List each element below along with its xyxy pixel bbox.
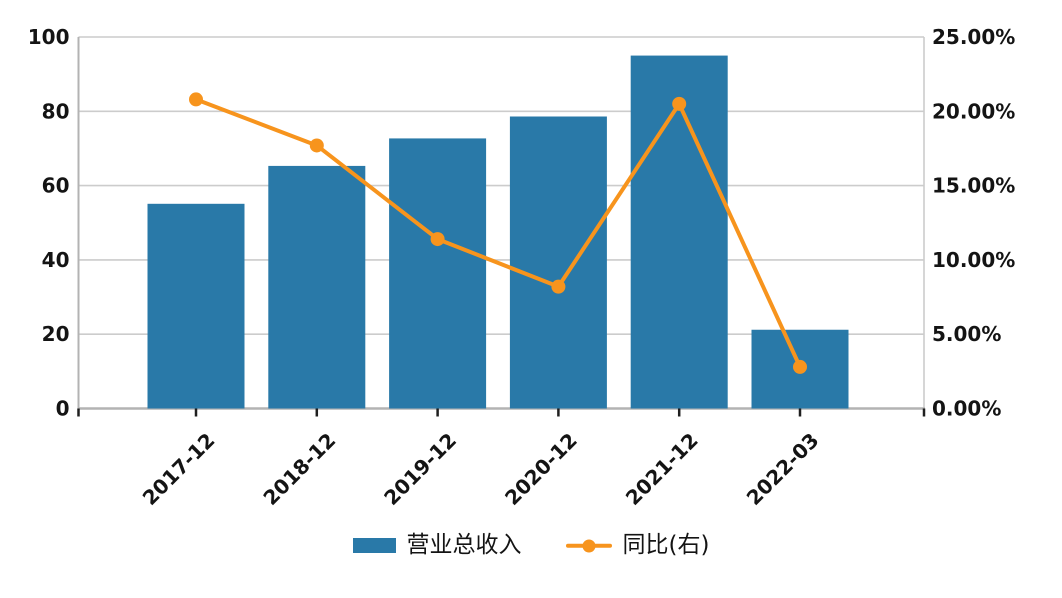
yoy-data-point[interactable] xyxy=(430,232,445,247)
x-axis-labels: 2017-12 2018-12 2019-12 2020-12 2021-12 2022-… xyxy=(138,428,824,510)
yoy-line-marker-icon xyxy=(565,539,612,552)
right-axis-labels: 0.00% 5.00% 10.00% 15.00% 20.00% 25.00% xyxy=(932,25,1015,421)
left-axis-tick-label: 80 xyxy=(42,99,70,123)
x-axis-category-label: 2017-12 xyxy=(138,428,220,510)
left-axis-tick-label: 20 xyxy=(42,322,70,346)
x-tick-marks xyxy=(77,408,926,417)
legend-revenue-label: 营业总收入 xyxy=(406,532,522,558)
revenue-bar-swatch-icon xyxy=(352,538,396,553)
right-axis-tick-label: 0.00% xyxy=(932,397,1001,421)
x-axis-category-label: 2018-12 xyxy=(258,428,340,510)
yoy-data-point[interactable] xyxy=(551,279,566,294)
revenue-bar[interactable] xyxy=(268,165,366,409)
revenue-bar[interactable] xyxy=(630,55,728,409)
right-axis-tick-label: 15.00% xyxy=(932,174,1015,198)
yoy-data-point[interactable] xyxy=(672,96,687,111)
yoy-data-point[interactable] xyxy=(189,92,203,107)
legend-yoy-label: 同比(右) xyxy=(622,532,710,558)
revenue-bars xyxy=(147,55,849,409)
x-axis-category-label: 2021-12 xyxy=(621,428,703,510)
left-axis-tick-label: 40 xyxy=(42,248,70,272)
yoy-data-point[interactable] xyxy=(793,359,807,374)
left-axis-tick-label: 0 xyxy=(56,397,70,421)
x-axis-category-label: 2022-03 xyxy=(742,428,824,510)
right-axis-tick-label: 20.00% xyxy=(932,99,1015,123)
revenue-bar[interactable] xyxy=(509,116,607,409)
left-axis-tick-label: 60 xyxy=(42,174,70,198)
revenue-bar[interactable] xyxy=(147,203,245,409)
right-axis-tick-label: 10.00% xyxy=(932,248,1015,272)
right-axis-tick-label: 25.00% xyxy=(932,25,1015,49)
left-axis-tick-label: 100 xyxy=(28,25,70,49)
right-axis-tick-label: 5.00% xyxy=(932,322,1001,346)
x-axis-category-label: 2019-12 xyxy=(379,428,461,510)
yoy-data-point[interactable] xyxy=(309,138,324,153)
yoy-line xyxy=(194,97,802,369)
legend-item-revenue[interactable]: 营业总收入 xyxy=(352,532,522,558)
legend-item-yoy[interactable]: 同比(右) xyxy=(565,532,710,558)
yoy-dot-swatch xyxy=(582,539,596,552)
yoy-line-series xyxy=(189,92,807,374)
revenue-bar[interactable] xyxy=(389,138,487,409)
x-axis-category-label: 2020-12 xyxy=(500,428,582,510)
chart-legend: 营业总收入 同比(右) xyxy=(0,534,1062,557)
left-axis-labels: 0 20 40 60 80 100 xyxy=(28,25,70,421)
